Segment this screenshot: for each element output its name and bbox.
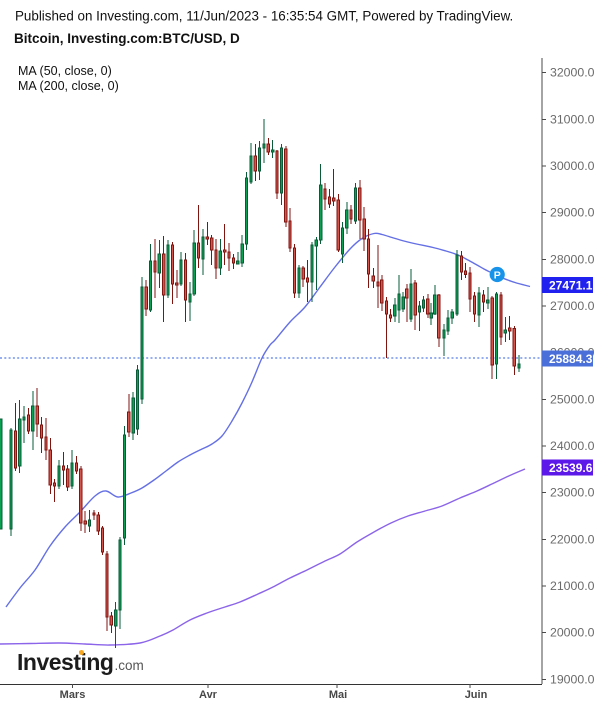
svg-text:32000.0: 32000.0 bbox=[550, 66, 595, 80]
svg-text:29000.0: 29000.0 bbox=[550, 206, 595, 220]
svg-text:25884.3: 25884.3 bbox=[549, 352, 593, 366]
svg-text:Investing: Investing bbox=[17, 649, 113, 675]
svg-text:27471.1: 27471.1 bbox=[549, 279, 593, 293]
svg-text:28000.0: 28000.0 bbox=[550, 252, 595, 266]
svg-text:23000.0: 23000.0 bbox=[550, 486, 595, 500]
svg-text:Mai: Mai bbox=[329, 689, 347, 701]
svg-text:Mars: Mars bbox=[60, 689, 86, 701]
svg-text:20000.0: 20000.0 bbox=[550, 626, 595, 640]
svg-text:MA (200, close, 0): MA (200, close, 0) bbox=[18, 79, 119, 93]
svg-text:.com: .com bbox=[115, 658, 144, 673]
svg-text:Juin: Juin bbox=[465, 689, 488, 701]
svg-text:21000.0: 21000.0 bbox=[550, 579, 595, 593]
svg-text:Avr: Avr bbox=[199, 689, 218, 701]
svg-text:P: P bbox=[494, 270, 501, 282]
svg-text:Published on Investing.com, 11: Published on Investing.com, 11/Jun/2023 … bbox=[15, 9, 513, 24]
svg-text:24000.0: 24000.0 bbox=[550, 439, 595, 453]
svg-text:22000.0: 22000.0 bbox=[550, 532, 595, 546]
svg-text:19000.0: 19000.0 bbox=[550, 672, 595, 686]
svg-text:27000.0: 27000.0 bbox=[550, 299, 595, 313]
svg-text:MA (50, close, 0): MA (50, close, 0) bbox=[18, 64, 112, 78]
svg-text:Bitcoin, Investing.com:BTC/USD: Bitcoin, Investing.com:BTC/USD, D bbox=[14, 31, 240, 46]
svg-text:25000.0: 25000.0 bbox=[550, 392, 595, 406]
svg-text:23539.6: 23539.6 bbox=[549, 461, 593, 475]
svg-text:30000.0: 30000.0 bbox=[550, 159, 595, 173]
svg-text:31000.0: 31000.0 bbox=[550, 112, 595, 126]
